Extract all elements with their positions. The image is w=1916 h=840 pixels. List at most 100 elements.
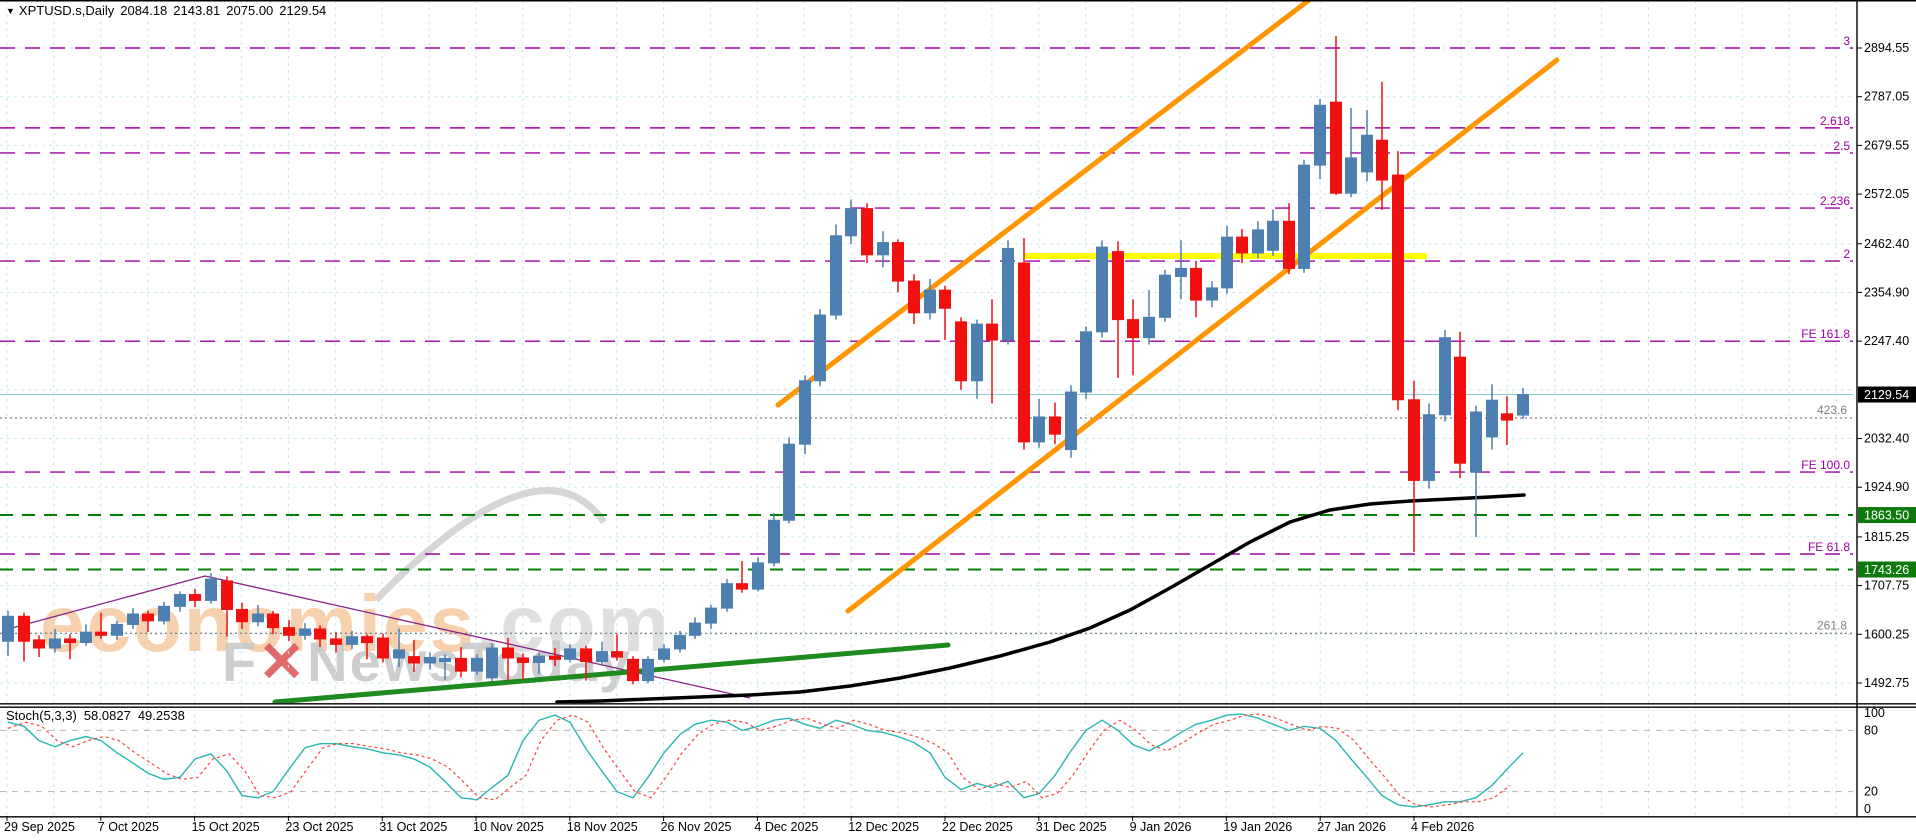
candle[interactable]: [95, 612, 107, 639]
candle[interactable]: [127, 608, 139, 629]
candle[interactable]: [424, 652, 436, 670]
candle[interactable]: [330, 632, 342, 653]
candle[interactable]: [1376, 81, 1388, 210]
triangle-trendline[interactable]: [11, 575, 206, 629]
candle[interactable]: [1143, 290, 1155, 345]
candle[interactable]: [439, 654, 451, 680]
candle[interactable]: [1330, 36, 1342, 196]
candle[interactable]: [658, 644, 670, 663]
candle[interactable]: [111, 620, 123, 640]
candle[interactable]: [627, 656, 639, 685]
candle[interactable]: [642, 656, 654, 684]
candle[interactable]: [517, 653, 529, 680]
candle[interactable]: [49, 628, 61, 653]
candle[interactable]: [1175, 240, 1187, 300]
candle[interactable]: [861, 203, 873, 263]
candle[interactable]: [252, 604, 264, 627]
candle[interactable]: [1159, 269, 1171, 322]
candle[interactable]: [1096, 240, 1108, 338]
candle[interactable]: [142, 610, 154, 633]
candle[interactable]: [955, 317, 967, 390]
candle[interactable]: [408, 639, 420, 673]
candle[interactable]: [1206, 281, 1218, 308]
candle[interactable]: [1080, 326, 1092, 399]
candle[interactable]: [80, 624, 92, 646]
candle[interactable]: [361, 634, 373, 660]
candle[interactable]: [721, 579, 733, 612]
candle[interactable]: [1454, 331, 1466, 479]
candle[interactable]: [1314, 98, 1326, 180]
candle[interactable]: [502, 638, 514, 681]
candle[interactable]: [580, 645, 592, 681]
candle[interactable]: [64, 634, 76, 660]
candle[interactable]: [877, 231, 889, 268]
candle[interactable]: [189, 589, 201, 608]
candle[interactable]: [986, 299, 998, 404]
triangle-trendline[interactable]: [204, 575, 751, 699]
candle[interactable]: [377, 633, 389, 663]
collapse-arrow-icon[interactable]: ▼: [6, 6, 15, 16]
candle[interactable]: [33, 635, 45, 658]
candle[interactable]: [971, 319, 983, 399]
candle[interactable]: [1517, 388, 1529, 420]
candle[interactable]: [533, 652, 545, 675]
candle[interactable]: [564, 644, 576, 663]
candle[interactable]: [221, 576, 233, 637]
orange-channel-line[interactable]: [845, 57, 1560, 614]
candle[interactable]: [1408, 380, 1420, 552]
candle[interactable]: [752, 557, 764, 592]
candle[interactable]: [1018, 238, 1030, 450]
candle[interactable]: [1065, 385, 1077, 458]
candle[interactable]: [705, 604, 717, 629]
candle[interactable]: [1423, 403, 1435, 489]
candle[interactable]: [1252, 221, 1264, 259]
candle[interactable]: [1190, 260, 1202, 318]
candle[interactable]: [299, 623, 311, 640]
candle[interactable]: [2, 610, 14, 657]
candle[interactable]: [1392, 151, 1404, 411]
candle[interactable]: [1345, 108, 1357, 198]
candle[interactable]: [174, 591, 186, 612]
candle[interactable]: [1298, 159, 1310, 273]
candle[interactable]: [1236, 228, 1248, 263]
candle[interactable]: [596, 641, 608, 665]
candle[interactable]: [1501, 396, 1513, 446]
candle[interactable]: [892, 239, 904, 293]
orange-channel-line[interactable]: [775, 0, 1312, 408]
black-moving-average[interactable]: [555, 493, 1526, 704]
candle[interactable]: [1439, 330, 1451, 422]
candle[interactable]: [158, 601, 170, 625]
candle[interactable]: [799, 375, 811, 455]
candle[interactable]: [768, 513, 780, 567]
candle[interactable]: [549, 647, 561, 667]
candle[interactable]: [783, 437, 795, 524]
candle[interactable]: [471, 654, 483, 676]
candle[interactable]: [1221, 225, 1233, 294]
candle[interactable]: [455, 647, 467, 678]
candle[interactable]: [1283, 203, 1295, 275]
candle[interactable]: [674, 630, 686, 653]
candle[interactable]: [1470, 405, 1482, 538]
candle[interactable]: [939, 285, 951, 340]
candle[interactable]: [1112, 241, 1124, 379]
candle[interactable]: [236, 602, 248, 629]
candle[interactable]: [1127, 299, 1139, 376]
candle[interactable]: [736, 561, 748, 593]
candle[interactable]: [814, 309, 826, 387]
green-support-trendline[interactable]: [272, 642, 951, 705]
candle[interactable]: [689, 617, 701, 639]
candle[interactable]: [267, 610, 279, 635]
candle[interactable]: [1002, 240, 1014, 345]
candle[interactable]: [1033, 398, 1045, 448]
candle[interactable]: [908, 274, 920, 325]
candle[interactable]: [18, 612, 30, 662]
candle[interactable]: [1267, 209, 1279, 256]
candle[interactable]: [486, 643, 498, 682]
candle[interactable]: [924, 278, 936, 320]
candle[interactable]: [393, 628, 405, 668]
candle[interactable]: [1486, 384, 1498, 450]
candle[interactable]: [205, 573, 217, 604]
candle[interactable]: [1049, 402, 1061, 445]
candle[interactable]: [283, 619, 295, 642]
